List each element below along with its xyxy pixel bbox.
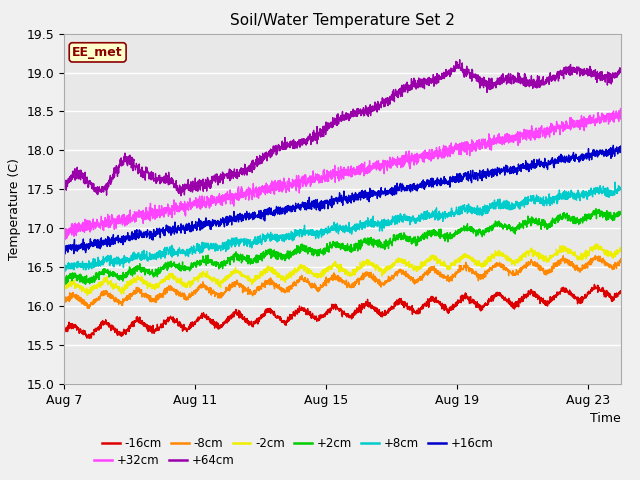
-2cm	[617, 249, 625, 254]
+8cm	[180, 248, 188, 254]
+64cm	[367, 102, 374, 108]
+2cm	[61, 282, 68, 288]
+16cm	[499, 167, 507, 172]
+2cm	[104, 269, 112, 275]
+32cm	[499, 136, 507, 142]
-2cm	[173, 277, 181, 283]
-2cm	[60, 284, 68, 290]
-8cm	[617, 259, 625, 264]
+64cm	[60, 189, 68, 195]
+16cm	[367, 193, 374, 199]
-16cm	[86, 336, 93, 341]
+64cm	[499, 76, 507, 82]
X-axis label: Time: Time	[590, 412, 621, 425]
+32cm	[617, 106, 625, 111]
+64cm	[104, 185, 111, 191]
+8cm	[617, 186, 625, 192]
-2cm	[84, 292, 92, 298]
+8cm	[228, 244, 236, 250]
-8cm	[180, 295, 188, 300]
-16cm	[591, 281, 598, 287]
+8cm	[60, 263, 68, 268]
+32cm	[61, 236, 69, 242]
+2cm	[228, 256, 236, 262]
+64cm	[180, 192, 188, 198]
-8cm	[60, 300, 68, 305]
+64cm	[617, 68, 625, 74]
+2cm	[173, 262, 181, 268]
+8cm	[499, 204, 507, 209]
+8cm	[61, 268, 69, 274]
Line: -8cm: -8cm	[64, 255, 621, 308]
-2cm	[367, 259, 374, 264]
-16cm	[173, 319, 181, 324]
-2cm	[104, 282, 112, 288]
-16cm	[180, 326, 188, 332]
Line: +16cm: +16cm	[64, 145, 621, 254]
-16cm	[228, 312, 236, 317]
+32cm	[173, 209, 181, 215]
+16cm	[180, 226, 188, 231]
+16cm	[61, 251, 68, 257]
Line: -16cm: -16cm	[64, 284, 621, 338]
-2cm	[499, 252, 507, 258]
-16cm	[104, 321, 112, 326]
-16cm	[617, 288, 625, 294]
-16cm	[499, 293, 507, 299]
+64cm	[173, 182, 180, 188]
+8cm	[104, 252, 112, 258]
-8cm	[104, 290, 112, 296]
-8cm	[591, 252, 599, 258]
+2cm	[499, 223, 507, 228]
Y-axis label: Temperature (C): Temperature (C)	[8, 158, 21, 260]
-16cm	[60, 329, 68, 335]
Line: +64cm: +64cm	[64, 60, 621, 196]
+16cm	[228, 214, 236, 220]
-8cm	[367, 273, 374, 278]
+16cm	[609, 143, 617, 148]
+16cm	[60, 248, 68, 254]
+2cm	[180, 263, 188, 269]
+32cm	[60, 236, 68, 241]
-16cm	[367, 300, 374, 306]
-2cm	[180, 279, 188, 285]
-2cm	[228, 269, 236, 275]
Line: -2cm: -2cm	[64, 244, 621, 295]
+32cm	[104, 219, 112, 225]
+32cm	[367, 168, 374, 174]
+2cm	[60, 282, 68, 288]
+16cm	[173, 230, 181, 236]
+8cm	[173, 251, 181, 257]
+8cm	[611, 179, 619, 185]
-8cm	[173, 287, 181, 293]
Line: +32cm: +32cm	[64, 108, 621, 239]
Legend: +32cm, +64cm: +32cm, +64cm	[90, 449, 239, 472]
+64cm	[177, 193, 185, 199]
Title: Soil/Water Temperature Set 2: Soil/Water Temperature Set 2	[230, 13, 455, 28]
-2cm	[593, 241, 600, 247]
-8cm	[85, 305, 93, 311]
+64cm	[228, 172, 236, 178]
+2cm	[367, 236, 374, 242]
+32cm	[180, 205, 188, 211]
+8cm	[367, 217, 374, 223]
+2cm	[617, 209, 625, 215]
+16cm	[104, 234, 112, 240]
+16cm	[617, 146, 625, 152]
-8cm	[228, 285, 236, 290]
+64cm	[456, 57, 463, 62]
Text: EE_met: EE_met	[72, 46, 123, 59]
+32cm	[228, 191, 236, 196]
Line: +8cm: +8cm	[64, 182, 621, 271]
Line: +2cm: +2cm	[64, 209, 621, 285]
+2cm	[592, 206, 600, 212]
+32cm	[617, 116, 625, 122]
-8cm	[499, 264, 507, 270]
